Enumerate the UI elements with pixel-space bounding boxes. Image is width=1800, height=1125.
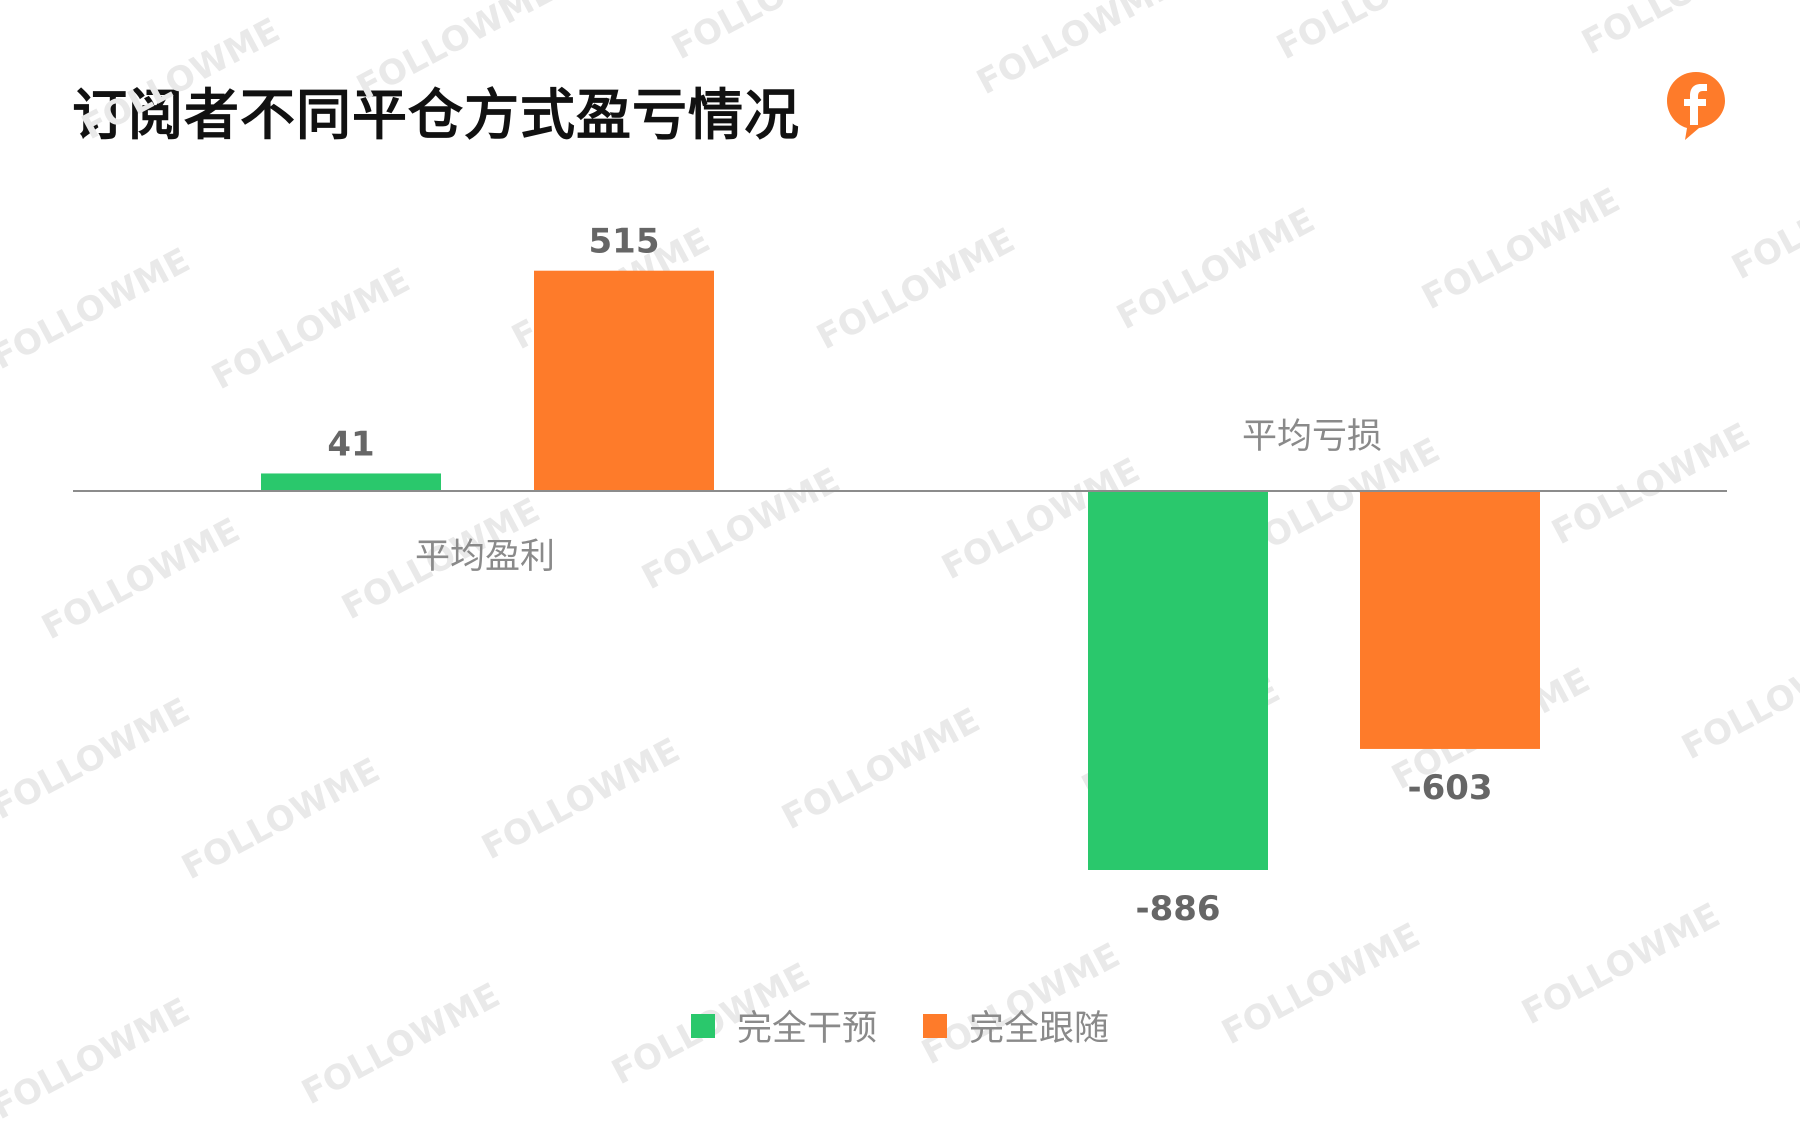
data-label: 41 [327, 424, 374, 464]
watermark-text: FOLLOWME [810, 220, 1021, 358]
legend-label-intervene: 完全干预 [736, 1009, 877, 1049]
legend-label-follow: 完全跟随 [969, 1009, 1110, 1049]
watermark-text: FOLLOWME [1725, 150, 1800, 288]
watermark-text: FOLLOWME [475, 730, 686, 868]
watermark-text: FOLLOWME [0, 240, 196, 378]
data-label: 515 [589, 222, 660, 262]
data-label: -603 [1407, 768, 1492, 808]
legend-item-follow: 完全跟随 [923, 1000, 1109, 1051]
legend-swatch-follow [923, 1013, 947, 1038]
watermark-text: FOLLOWME [1545, 415, 1756, 553]
watermark-text: FOLLOWME [1110, 200, 1321, 338]
bar-intervene-avg-profit [261, 473, 441, 491]
watermark-text: FOLLOWME [1675, 630, 1800, 768]
chart-legend: 完全干预 完全跟随 [0, 1000, 1800, 1051]
legend-item-intervene: 完全干预 [690, 1000, 877, 1051]
watermark-text: FOLLOWME [1415, 180, 1626, 318]
category-label-avg-loss: 平均亏损 [1242, 417, 1382, 457]
bar-intervene-avg-loss [1088, 491, 1268, 870]
bar-follow-avg-profit [534, 270, 714, 491]
legend-swatch-intervene [690, 1013, 715, 1038]
watermark-text: FOLLOWME [75, 10, 286, 148]
watermark-text: FOLLOWME [175, 750, 386, 888]
chart-title: 订阅者不同平仓方式盈亏情况 [72, 83, 801, 147]
watermark-text: FOLLOWME [0, 690, 196, 828]
category-label-avg-profit: 平均盈利 [415, 537, 555, 577]
watermark-text: FOLLOWME [665, 0, 876, 68]
watermark-text: FOLLOWME [350, 0, 561, 108]
data-label: -886 [1135, 889, 1220, 929]
watermark-text: FOLLOWME [1270, 0, 1481, 68]
watermark-text: FOLLOWME [970, 0, 1181, 103]
watermark-text: FOLLOWME [775, 700, 986, 838]
watermark-text: FOLLOWME [35, 510, 246, 648]
followme-logo-icon [1667, 72, 1725, 140]
watermark-text: FOLLOWME [205, 260, 416, 398]
watermark-text: FOLLOWME [1575, 0, 1786, 63]
bar-follow-avg-loss [1360, 491, 1540, 749]
